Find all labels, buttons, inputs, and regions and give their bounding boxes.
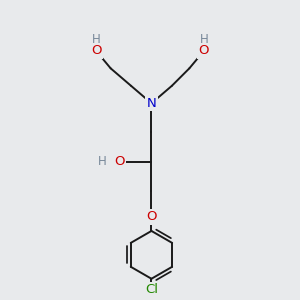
Text: H: H — [98, 155, 106, 168]
Text: O: O — [199, 44, 209, 57]
Text: H: H — [200, 33, 208, 46]
Text: Cl: Cl — [145, 283, 158, 296]
Text: O: O — [146, 211, 157, 224]
Text: O: O — [114, 155, 125, 168]
Text: N: N — [147, 97, 156, 110]
Text: H: H — [92, 33, 100, 46]
Text: O: O — [91, 44, 101, 57]
